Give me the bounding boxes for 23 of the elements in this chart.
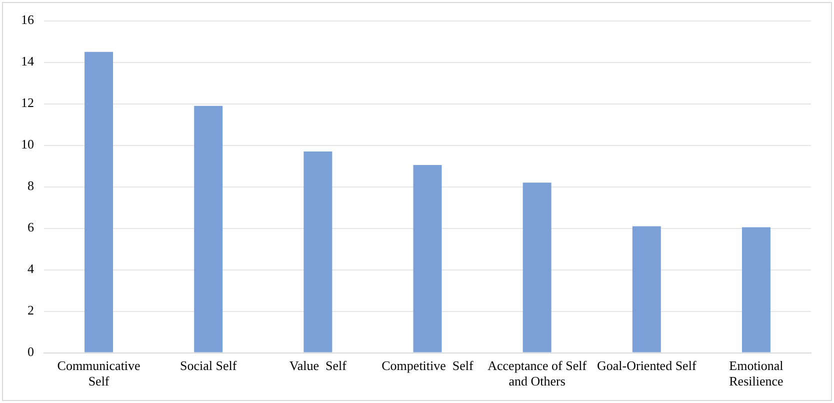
y-tick-label: 10 xyxy=(21,136,34,152)
x-tick-label: Value Self xyxy=(289,358,348,374)
y-tick-label: 2 xyxy=(28,302,34,318)
y-tick-label: 14 xyxy=(21,54,34,69)
y-tick-label: 0 xyxy=(28,344,34,360)
y-tick-label: 4 xyxy=(28,261,34,276)
x-tick-label: Acceptance of Self and Others xyxy=(488,358,588,389)
x-tick-label: Competitive Self xyxy=(382,358,474,374)
bar xyxy=(413,165,442,352)
bar xyxy=(304,152,332,352)
bar xyxy=(84,52,114,352)
x-tick-label: Goal-Oriented Self xyxy=(597,358,697,374)
y-tick-label: 16 xyxy=(21,12,34,28)
x-tick-label: Emotional Resilience xyxy=(729,358,784,389)
bar xyxy=(742,227,770,352)
x-tick-label: Communicative Self xyxy=(57,358,141,389)
y-tick-label: 6 xyxy=(28,220,34,235)
x-tick-label: Social Self xyxy=(180,358,238,374)
bar xyxy=(522,182,552,352)
bar xyxy=(632,226,661,352)
y-tick-label: 12 xyxy=(21,95,34,110)
bar xyxy=(194,106,223,352)
y-tick-label: 8 xyxy=(28,178,34,194)
